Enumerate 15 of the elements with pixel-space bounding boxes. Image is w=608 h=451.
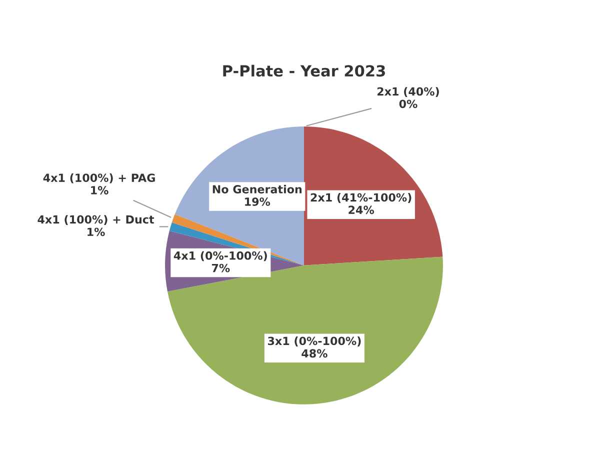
- data-label: 48%: [302, 349, 328, 358]
- data-label: 24%: [348, 206, 374, 214]
- data-label: 19%: [245, 198, 270, 206]
- data-label: 1%: [91, 186, 108, 194]
- data-label: 7%: [212, 264, 230, 272]
- slice-label: 3x1 (0%-100%): [268, 336, 361, 346]
- slice-label: 4x1 (100%) + Duct: [38, 215, 154, 225]
- slice-label: 2x1 (41%-100%): [310, 193, 412, 203]
- slice-label: No Generation: [212, 184, 302, 194]
- category-label: 2x1 (40%): [377, 87, 439, 97]
- text: 0%: [399, 100, 418, 108]
- slice-label: 4x1 (100%) + PAG: [43, 173, 155, 184]
- data-label: 1%: [88, 228, 105, 236]
- slice-label: 4x1 (0%-100%): [174, 251, 267, 262]
- chart-title: P-Plate - Year 2023: [223, 64, 385, 77]
